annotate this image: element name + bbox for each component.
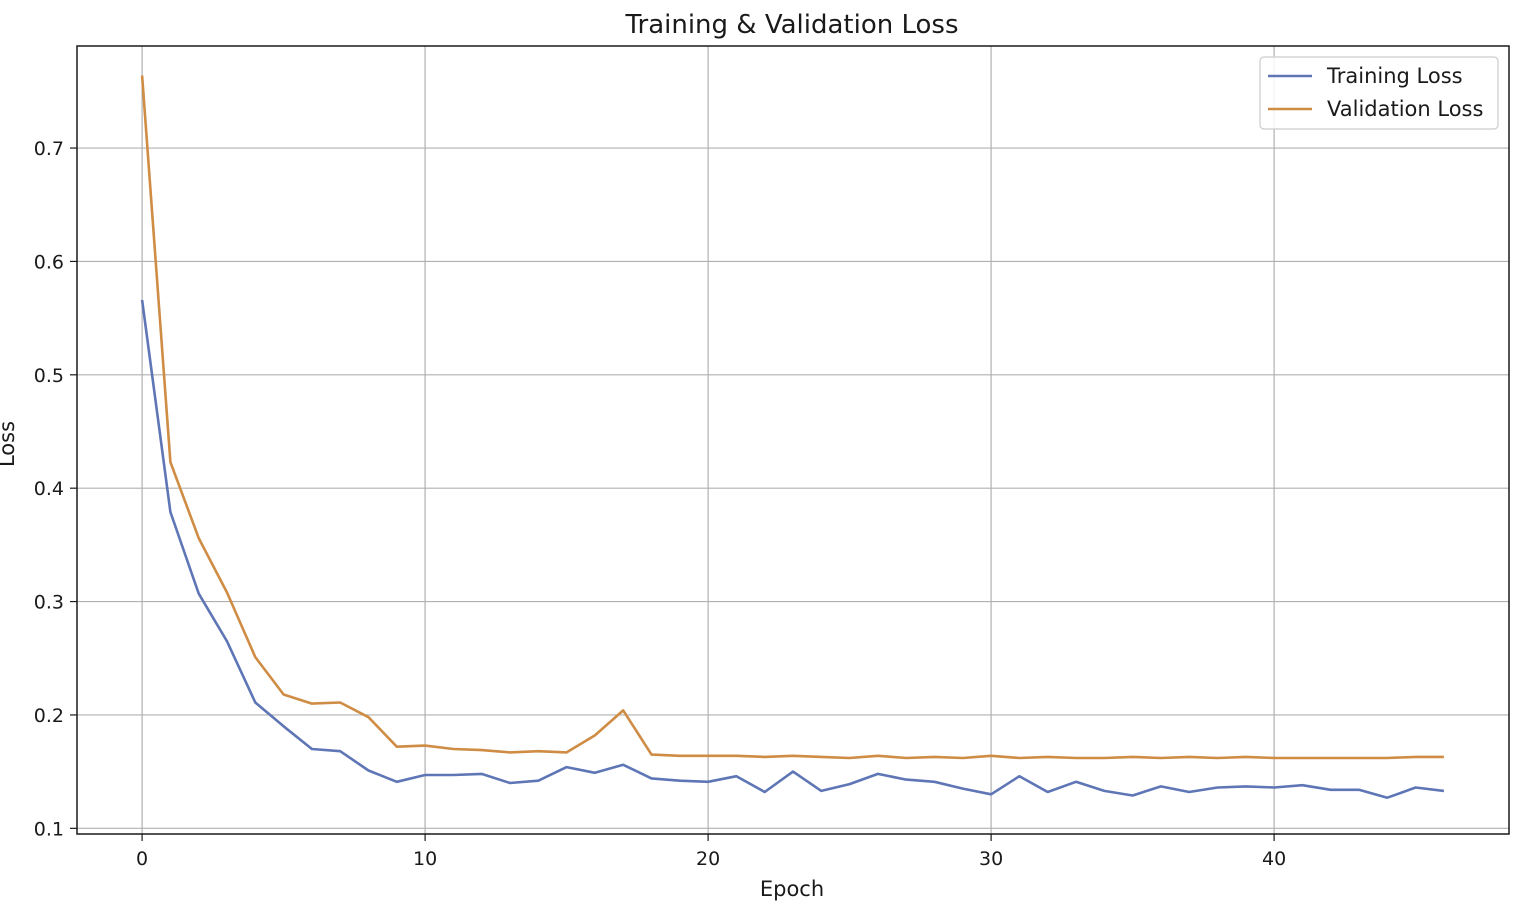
y-tick-label: 0.6: [34, 251, 64, 273]
series-line-1: [140, 75, 1444, 760]
y-tick-label: 0.3: [34, 592, 64, 614]
legend-box: [1259, 56, 1499, 130]
series-line-0: [140, 299, 1445, 800]
y-axis-label: Loss: [0, 421, 19, 467]
grid-lines: [77, 46, 1509, 834]
legend-label-1: Validation Loss: [1327, 97, 1483, 121]
y-tick-label: 0.7: [34, 138, 64, 160]
x-tick-label: 0: [136, 848, 148, 870]
legend-label-0: Training Loss: [1326, 64, 1463, 88]
y-tick-label: 0.1: [34, 818, 64, 840]
chart-title: Training & Validation Loss: [624, 10, 958, 40]
x-tick-label: 30: [979, 848, 1003, 870]
y-tick-label: 0.5: [34, 365, 64, 387]
x-tick-label: 10: [413, 848, 437, 870]
x-tick-label: 20: [696, 848, 720, 870]
y-tick-label: 0.4: [34, 478, 64, 500]
axis-ticks: 0 10 20 30 40 0.1 0.2 0.3 0.4 0.5 0.6 0.7: [34, 138, 1286, 870]
y-tick-label: 0.2: [34, 705, 64, 727]
legend: Training Loss Validation Loss: [1259, 56, 1499, 130]
plot-frame: [76, 45, 1510, 835]
x-tick-label: 40: [1262, 848, 1286, 870]
series-layer: [140, 75, 1445, 800]
x-axis-label: Epoch: [760, 877, 824, 901]
